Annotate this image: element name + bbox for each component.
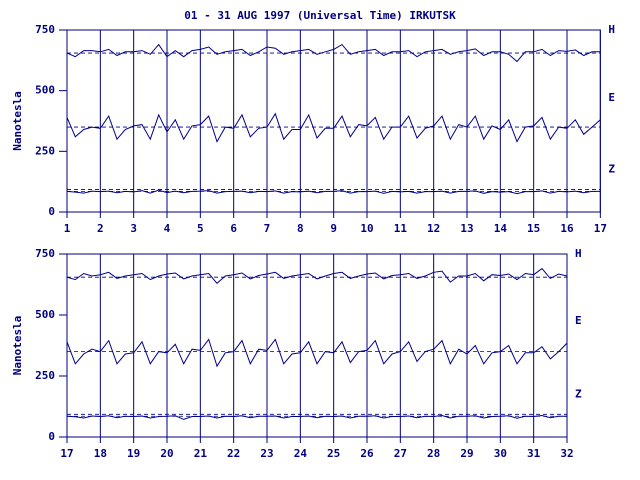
x-tick-label: 15	[527, 222, 540, 235]
x-tick-label: 25	[327, 447, 340, 460]
x-tick-label: 27	[394, 447, 407, 460]
y-axis-label: Nanotesla	[11, 91, 24, 151]
x-tick-label: 14	[494, 222, 508, 235]
x-tick-label: 6	[230, 222, 237, 235]
series-line	[66, 267, 568, 285]
legend-label: Z	[575, 387, 582, 400]
x-tick-label: 29	[460, 447, 473, 460]
x-tick-label: 23	[260, 447, 273, 460]
series-line	[66, 189, 601, 195]
y-tick-label: 500	[35, 84, 55, 97]
x-tick-label: 17	[60, 447, 73, 460]
chart-title: 01 - 31 AUG 1997 (Universal Time) IRKUTS…	[184, 9, 456, 22]
x-tick-label: 8	[297, 222, 304, 235]
x-tick-label: 19	[127, 447, 140, 460]
x-tick-label: 12	[427, 222, 440, 235]
plot-frame	[66, 253, 568, 438]
y-tick-label: 250	[35, 144, 55, 157]
legend-label: Z	[608, 162, 615, 175]
x-tick-label: 5	[197, 222, 204, 235]
x-tick-label: 9	[330, 222, 337, 235]
x-tick-label: 26	[360, 447, 374, 460]
y-tick-label: 0	[48, 205, 55, 218]
y-tick-label: 0	[48, 430, 55, 443]
y-tick-label: 250	[35, 369, 55, 382]
x-tick-label: 28	[427, 447, 440, 460]
legend-label: H	[575, 247, 582, 260]
x-tick-label: 7	[264, 222, 271, 235]
series-line	[66, 43, 601, 63]
x-tick-label: 32	[560, 447, 573, 460]
x-tick-label: 17	[594, 222, 607, 235]
y-axis-label: Nanotesla	[11, 316, 24, 376]
series-line	[66, 414, 567, 420]
x-tick-label: 4	[164, 222, 171, 235]
legend-label: H	[608, 23, 615, 36]
legend-label: E	[575, 314, 582, 327]
series-line	[66, 112, 601, 143]
x-tick-label: 1	[64, 222, 71, 235]
x-tick-label: 13	[460, 222, 473, 235]
y-tick-label: 500	[35, 308, 55, 321]
x-tick-label: 2	[97, 222, 104, 235]
x-tick-label: 30	[494, 447, 507, 460]
x-tick-label: 10	[360, 222, 373, 235]
y-tick-label: 750	[35, 247, 55, 260]
x-tick-label: 20	[160, 447, 173, 460]
y-tick-label: 750	[35, 23, 55, 36]
x-tick-label: 3	[130, 222, 137, 235]
series-line	[66, 338, 568, 368]
legend-label: E	[608, 91, 615, 104]
x-tick-label: 21	[194, 447, 208, 460]
x-tick-label: 24	[294, 447, 308, 460]
x-tick-label: 16	[560, 222, 574, 235]
x-tick-label: 18	[94, 447, 107, 460]
x-tick-label: 22	[227, 447, 240, 460]
x-tick-label: 31	[527, 447, 541, 460]
x-tick-label: 11	[394, 222, 408, 235]
